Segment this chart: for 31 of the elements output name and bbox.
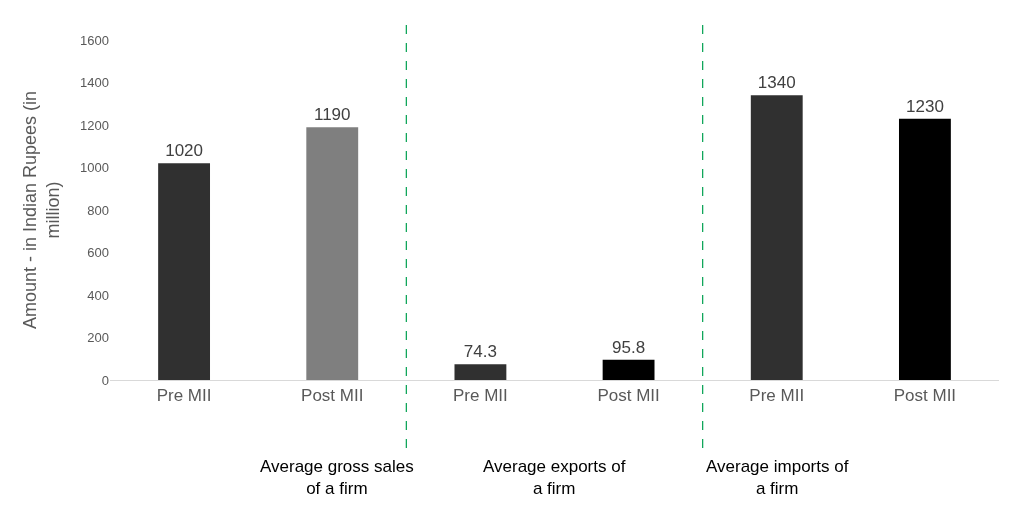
data-label: 1190: [313, 105, 351, 125]
text: Average gross sales of a firm: [260, 457, 414, 499]
y-axis-title: Amount - in Indian Rupees (in million): [19, 90, 64, 330]
bar: [602, 359, 655, 380]
bar: [454, 364, 507, 380]
bar: [306, 127, 359, 380]
data-label: 1230: [906, 96, 944, 116]
y-tick-label: 400: [87, 287, 109, 303]
bar: [750, 95, 803, 380]
x-tick-label: Post MII: [893, 386, 957, 406]
bar: [158, 163, 211, 380]
x-tick-label: Pre MII: [453, 386, 508, 406]
data-label: 95.8: [612, 337, 646, 357]
data-label: 1340: [757, 73, 796, 93]
y-tick-label: 600: [87, 245, 109, 261]
text: Average exports of a firm: [483, 457, 626, 499]
y-tick-label: 1400: [80, 75, 109, 91]
data-label: 74.3: [463, 342, 497, 362]
text: Average imports of a firm: [706, 457, 849, 499]
x-tick-label: Pre MII: [156, 386, 212, 406]
x-tick-label: Post MII: [301, 386, 364, 406]
y-tick-label: 200: [87, 330, 109, 346]
y-tick-label: 1200: [80, 117, 109, 133]
bar: [898, 118, 951, 380]
y-tick-label: 800: [87, 202, 109, 218]
y-tick-label: 0: [101, 372, 109, 388]
x-tick-label: Pre MII: [749, 386, 805, 406]
x-tick-label: Post MII: [597, 386, 660, 406]
data-label: 1020: [165, 141, 203, 161]
y-tick-label: 1000: [80, 160, 109, 176]
y-tick-label: 1600: [80, 32, 109, 48]
